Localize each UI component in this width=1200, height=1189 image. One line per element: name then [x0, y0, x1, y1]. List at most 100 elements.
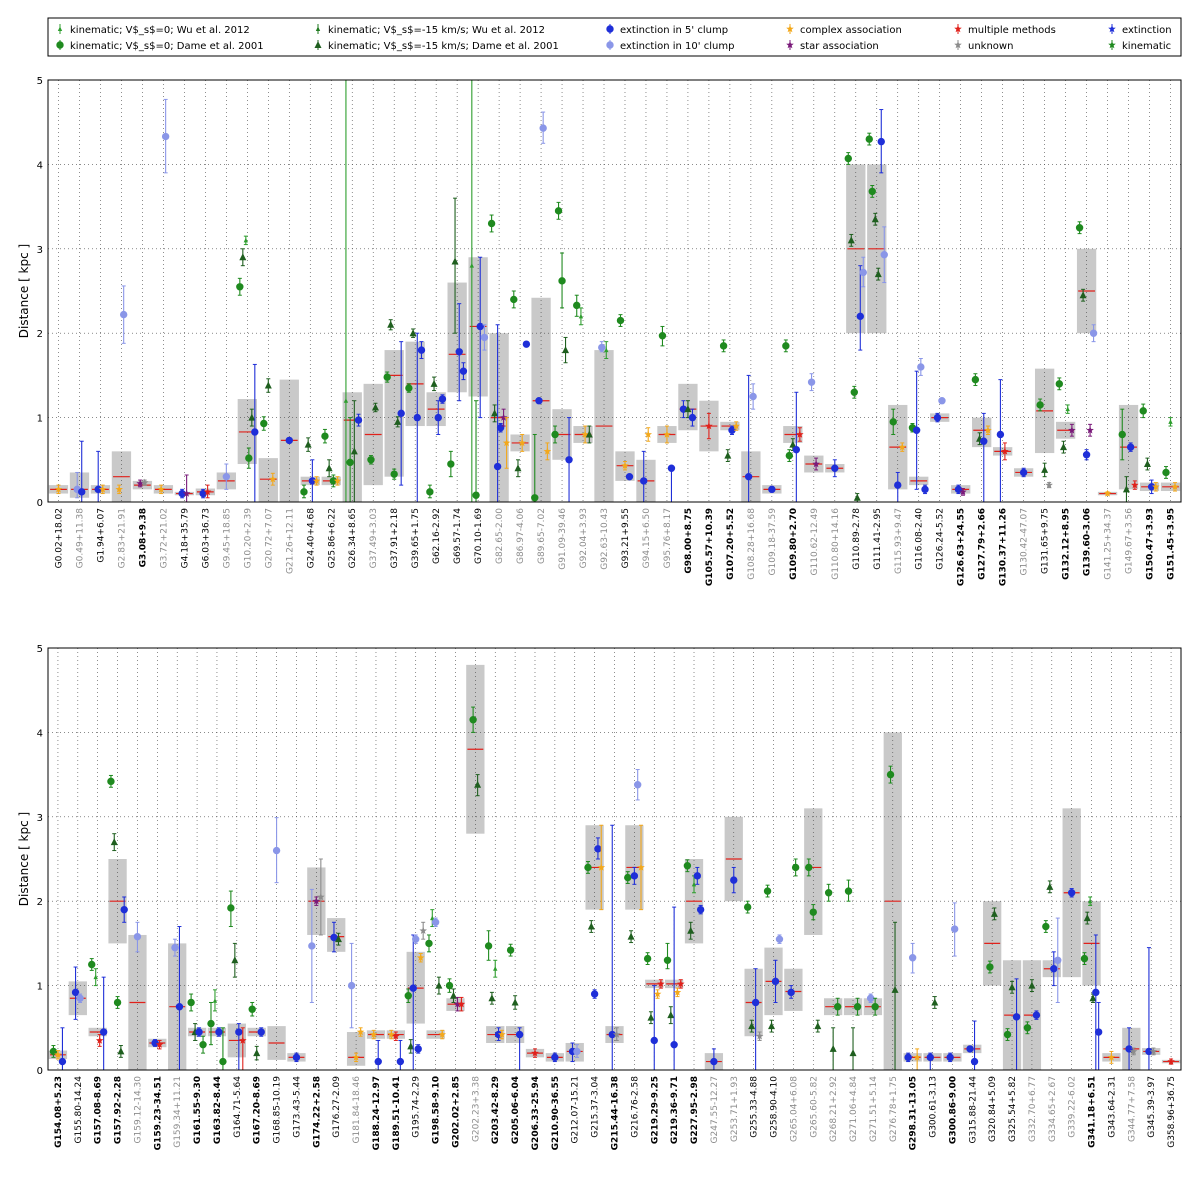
data-point — [833, 1003, 842, 1011]
data-point — [865, 135, 873, 143]
x-tick-label: G188.24-12.97 — [372, 1076, 382, 1150]
x-tick-label: G110.80+14.16 — [831, 508, 841, 580]
data-point — [1012, 1013, 1021, 1021]
x-tick-label: G95.76+8.17 — [663, 508, 673, 568]
legend-marker — [786, 25, 794, 33]
data-point — [630, 872, 639, 880]
data-point — [640, 477, 648, 485]
x-tick-label: G116.08-2.40 — [915, 508, 925, 570]
data-point — [58, 1057, 67, 1066]
x-tick-label: G21.26+12.11 — [285, 508, 295, 574]
data-point — [782, 342, 790, 350]
data-point — [449, 991, 457, 999]
x-tick-label: G163.82-8.44 — [213, 1076, 223, 1144]
data-point — [396, 1057, 405, 1066]
data-point — [1171, 482, 1179, 490]
data-point — [219, 1057, 227, 1066]
data-point — [921, 485, 929, 494]
data-point — [1087, 898, 1093, 904]
data-point — [971, 375, 980, 384]
bottom-distance-panel: 0 1 2 3 4 5 Distance [ kpc ] G154.08+5.23 G155.8… — [17, 644, 1182, 1150]
data-point — [1118, 430, 1126, 439]
data-point — [93, 974, 98, 980]
data-point — [587, 922, 595, 930]
data-point — [493, 966, 498, 971]
data-point — [877, 137, 885, 146]
data-point — [809, 908, 817, 916]
x-tick-label: G2.83+21.91 — [117, 508, 127, 568]
data-point — [886, 770, 895, 779]
data-point — [453, 1000, 462, 1008]
data-point — [1036, 401, 1044, 409]
x-tick-label: G24.40+4.68 — [306, 508, 316, 569]
data-point — [199, 1040, 207, 1049]
legend-entry: extinction in 5' clump — [606, 24, 728, 36]
data-point — [417, 346, 426, 354]
data-point — [447, 460, 455, 468]
data-point — [248, 413, 256, 421]
data-point — [719, 342, 728, 350]
y-tick-label: 0 — [37, 1066, 43, 1077]
x-tick-label: G343.64-2.31 — [1107, 1076, 1117, 1138]
x-tick-label: G4.18+35.79 — [180, 508, 190, 569]
data-point — [871, 215, 879, 223]
data-point — [136, 479, 144, 487]
x-tick-label: G37.91+2.18 — [390, 508, 400, 569]
x-tick-label: G174.22+2.58 — [312, 1076, 322, 1148]
data-point — [829, 1044, 837, 1052]
data-point — [195, 1028, 203, 1036]
data-point — [312, 897, 321, 905]
data-point — [430, 915, 435, 921]
plot-frame — [47, 647, 1182, 1071]
data-point — [1089, 329, 1098, 337]
data-point — [151, 1039, 159, 1047]
x-tick-label: G334.65+2.67 — [1048, 1076, 1058, 1142]
data-point — [667, 464, 676, 472]
data-point — [325, 464, 333, 472]
data-point — [597, 863, 606, 871]
x-tick-label: G255.33-4.88 — [750, 1076, 760, 1138]
x-tick-label: G98.00+8.75 — [684, 508, 694, 574]
x-tick-label: G6.03+36.73 — [201, 508, 211, 568]
legend-entry: kinematic; V$_s$=-15 km/s; Wu et al. 201… — [315, 24, 545, 36]
data-point — [498, 1030, 506, 1038]
data-point — [1050, 965, 1058, 973]
legend-entry: kinematic — [1108, 40, 1171, 52]
legend-marker — [57, 26, 63, 31]
x-tick-label: G151.45+3.95 — [1167, 508, 1177, 580]
data-point — [472, 491, 480, 499]
data-point — [565, 456, 573, 464]
x-tick-label: G206.33-25.94 — [531, 1076, 541, 1150]
x-tick-label: G247.55-12.27 — [710, 1076, 720, 1143]
data-point — [239, 1036, 247, 1044]
data-point — [414, 1045, 422, 1053]
y-tick-label: 4 — [37, 160, 43, 171]
x-tick-label: G91.09-39.46 — [558, 508, 568, 570]
x-tick-label: G150.47+3.93 — [1146, 508, 1156, 580]
data-point — [849, 1049, 857, 1057]
data-point — [647, 1013, 655, 1021]
data-point — [970, 1057, 979, 1066]
x-tick-label: G265.04+6.08 — [789, 1076, 799, 1142]
data-point — [383, 373, 391, 381]
x-tick-label: G173.43-5.44 — [293, 1076, 303, 1138]
data-point — [926, 1053, 934, 1062]
legend-entry: complex association — [786, 24, 902, 36]
data-point — [333, 476, 342, 485]
distance-range-band — [804, 808, 823, 935]
data-point — [594, 845, 602, 853]
x-tick-label: G203.42-8.29 — [491, 1076, 501, 1144]
data-point — [54, 485, 63, 493]
data-point — [493, 462, 502, 471]
data-point — [633, 781, 642, 789]
data-point — [435, 981, 443, 989]
data-point — [984, 426, 992, 434]
data-point — [551, 430, 559, 439]
data-point — [161, 132, 170, 141]
data-point — [455, 348, 463, 356]
data-point — [260, 419, 268, 428]
x-tick-label: G176.27-2.09 — [332, 1076, 342, 1138]
x-tick-label: G89.65-7.02 — [537, 508, 547, 564]
x-tick-label: G157.92-2.28 — [114, 1076, 124, 1144]
data-point — [272, 846, 281, 855]
